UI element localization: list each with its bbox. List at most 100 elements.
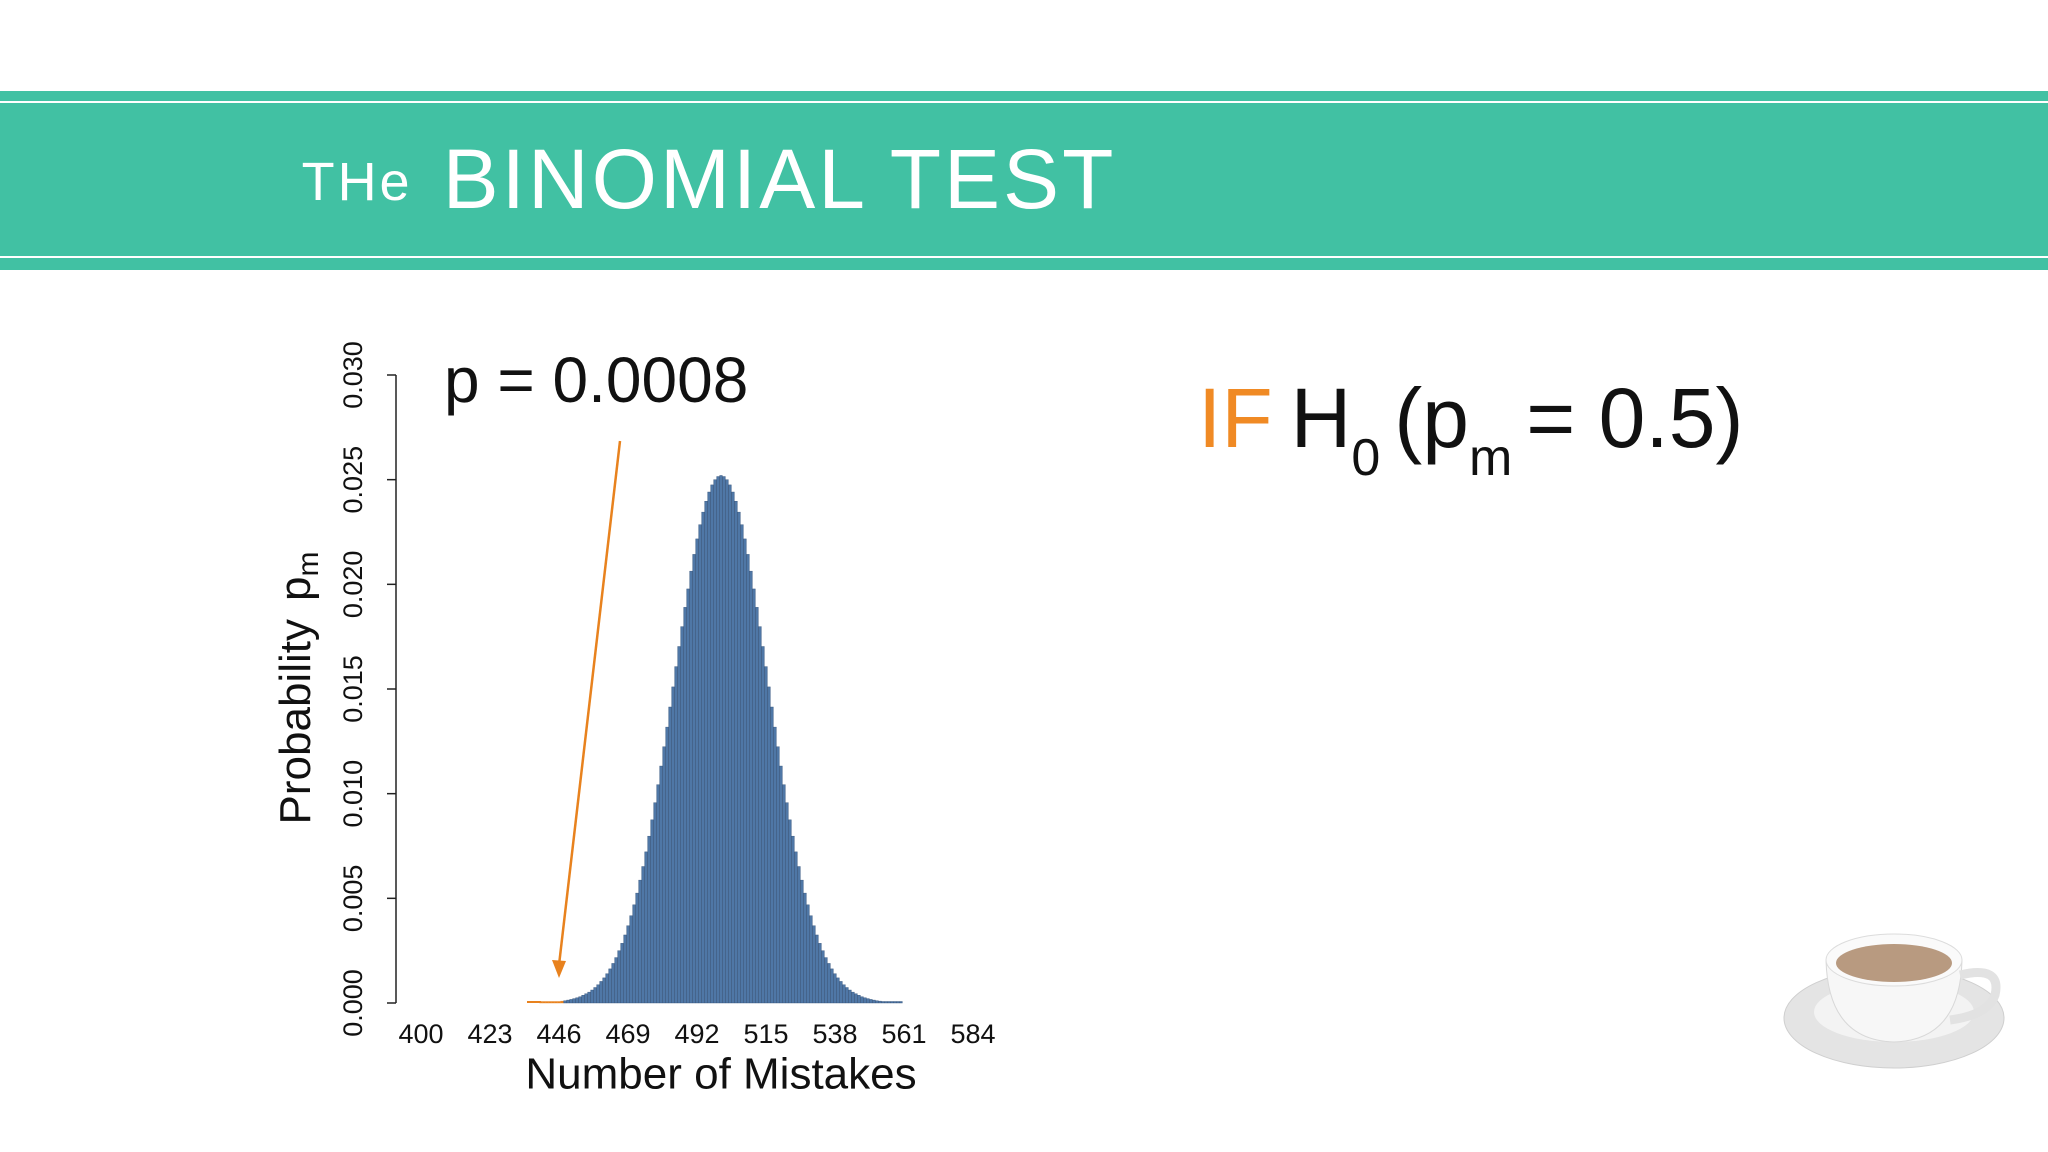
- bar: [719, 475, 723, 1004]
- bar: [680, 626, 684, 1004]
- bar: [893, 1001, 897, 1004]
- bar: [551, 1001, 555, 1004]
- bar: [653, 802, 657, 1004]
- bar: [887, 1001, 891, 1004]
- bar: [635, 892, 639, 1004]
- bar: [740, 524, 744, 1004]
- bar: [899, 1001, 903, 1004]
- y-tick-label: 0.020: [338, 551, 368, 619]
- bar: [716, 476, 720, 1004]
- bar: [743, 538, 747, 1004]
- hypothesis-symbol: H: [1290, 371, 1352, 465]
- bar: [596, 984, 600, 1004]
- y-tick-label: 0.000: [338, 969, 368, 1037]
- bar: [629, 915, 633, 1004]
- bar: [785, 802, 789, 1004]
- bar: [749, 570, 753, 1004]
- bar: [641, 866, 645, 1004]
- bar: [638, 879, 642, 1004]
- title-prefix: THe: [302, 152, 413, 212]
- bar: [737, 511, 741, 1004]
- bar: [542, 1001, 546, 1004]
- bar: [851, 991, 855, 1004]
- bar: [650, 819, 654, 1004]
- title-band: [0, 91, 2048, 270]
- bar: [545, 1001, 549, 1004]
- bar: [821, 950, 825, 1004]
- bar: [770, 706, 774, 1004]
- bar: [599, 981, 603, 1004]
- y-tick-label: 0.025: [338, 446, 368, 514]
- bar: [773, 726, 777, 1004]
- y-tick-label: 0.015: [338, 655, 368, 723]
- x-tick-label: 538: [812, 1019, 857, 1049]
- bar: [578, 996, 582, 1004]
- bar: [656, 784, 660, 1004]
- title-main: BINOMIAL TEST: [443, 132, 1117, 226]
- bar: [587, 991, 591, 1004]
- bar: [839, 981, 843, 1004]
- bar: [677, 646, 681, 1004]
- x-axis-label: Number of Mistakes: [525, 1050, 916, 1099]
- bar: [866, 998, 870, 1004]
- bar: [608, 968, 612, 1004]
- bar: [800, 879, 804, 1004]
- bar: [782, 784, 786, 1004]
- bar: [692, 554, 696, 1004]
- bar: [581, 995, 585, 1004]
- bar: [824, 957, 828, 1004]
- bar: [761, 646, 765, 1004]
- bar: [557, 1001, 561, 1004]
- bar: [818, 943, 822, 1004]
- bar: [746, 554, 750, 1004]
- bar: [584, 993, 588, 1004]
- bar: [722, 476, 726, 1004]
- bar: [752, 588, 756, 1004]
- bar: [701, 511, 705, 1004]
- bar: [809, 915, 813, 1004]
- y-axis-label-sub: m: [292, 552, 325, 577]
- bar: [776, 746, 780, 1004]
- bar: [833, 973, 837, 1004]
- bar: [896, 1001, 900, 1004]
- bar: [563, 1000, 567, 1004]
- bar: [602, 977, 606, 1004]
- bar: [668, 706, 672, 1004]
- bar: [875, 1000, 879, 1004]
- x-tick-label: 584: [950, 1019, 995, 1049]
- annotation: p = 0.0008: [444, 344, 748, 416]
- bar: [626, 925, 630, 1004]
- tea-cup: [1783, 933, 2005, 1069]
- bar: [842, 984, 846, 1004]
- bar: [662, 746, 666, 1004]
- bar: [704, 501, 708, 1004]
- bar: [620, 943, 624, 1004]
- bar: [698, 524, 702, 1004]
- bar: [845, 987, 849, 1004]
- y-axis-label-text: Probability: [271, 619, 320, 824]
- bar: [713, 479, 717, 1004]
- annotation-arrow: [557, 440, 622, 966]
- bar: [863, 997, 867, 1004]
- bar: [830, 968, 834, 1004]
- bar: [869, 999, 873, 1004]
- bar: [827, 963, 831, 1004]
- bar: [572, 998, 576, 1004]
- bar: [812, 925, 816, 1004]
- x-tick-label: 446: [536, 1019, 581, 1049]
- bar: [554, 1001, 558, 1004]
- bar: [605, 973, 609, 1004]
- bar: [671, 686, 675, 1004]
- bar: [710, 484, 714, 1004]
- bar: [560, 1000, 564, 1004]
- y-tick-label: 0.030: [338, 341, 368, 409]
- bar: [854, 993, 858, 1004]
- bar: [815, 934, 819, 1004]
- hypothesis: IF H0 (pm = 0.5): [1198, 370, 1743, 488]
- bar: [617, 950, 621, 1004]
- bar: [890, 1001, 894, 1004]
- bar: [755, 607, 759, 1004]
- x-tick-label: 515: [743, 1019, 788, 1049]
